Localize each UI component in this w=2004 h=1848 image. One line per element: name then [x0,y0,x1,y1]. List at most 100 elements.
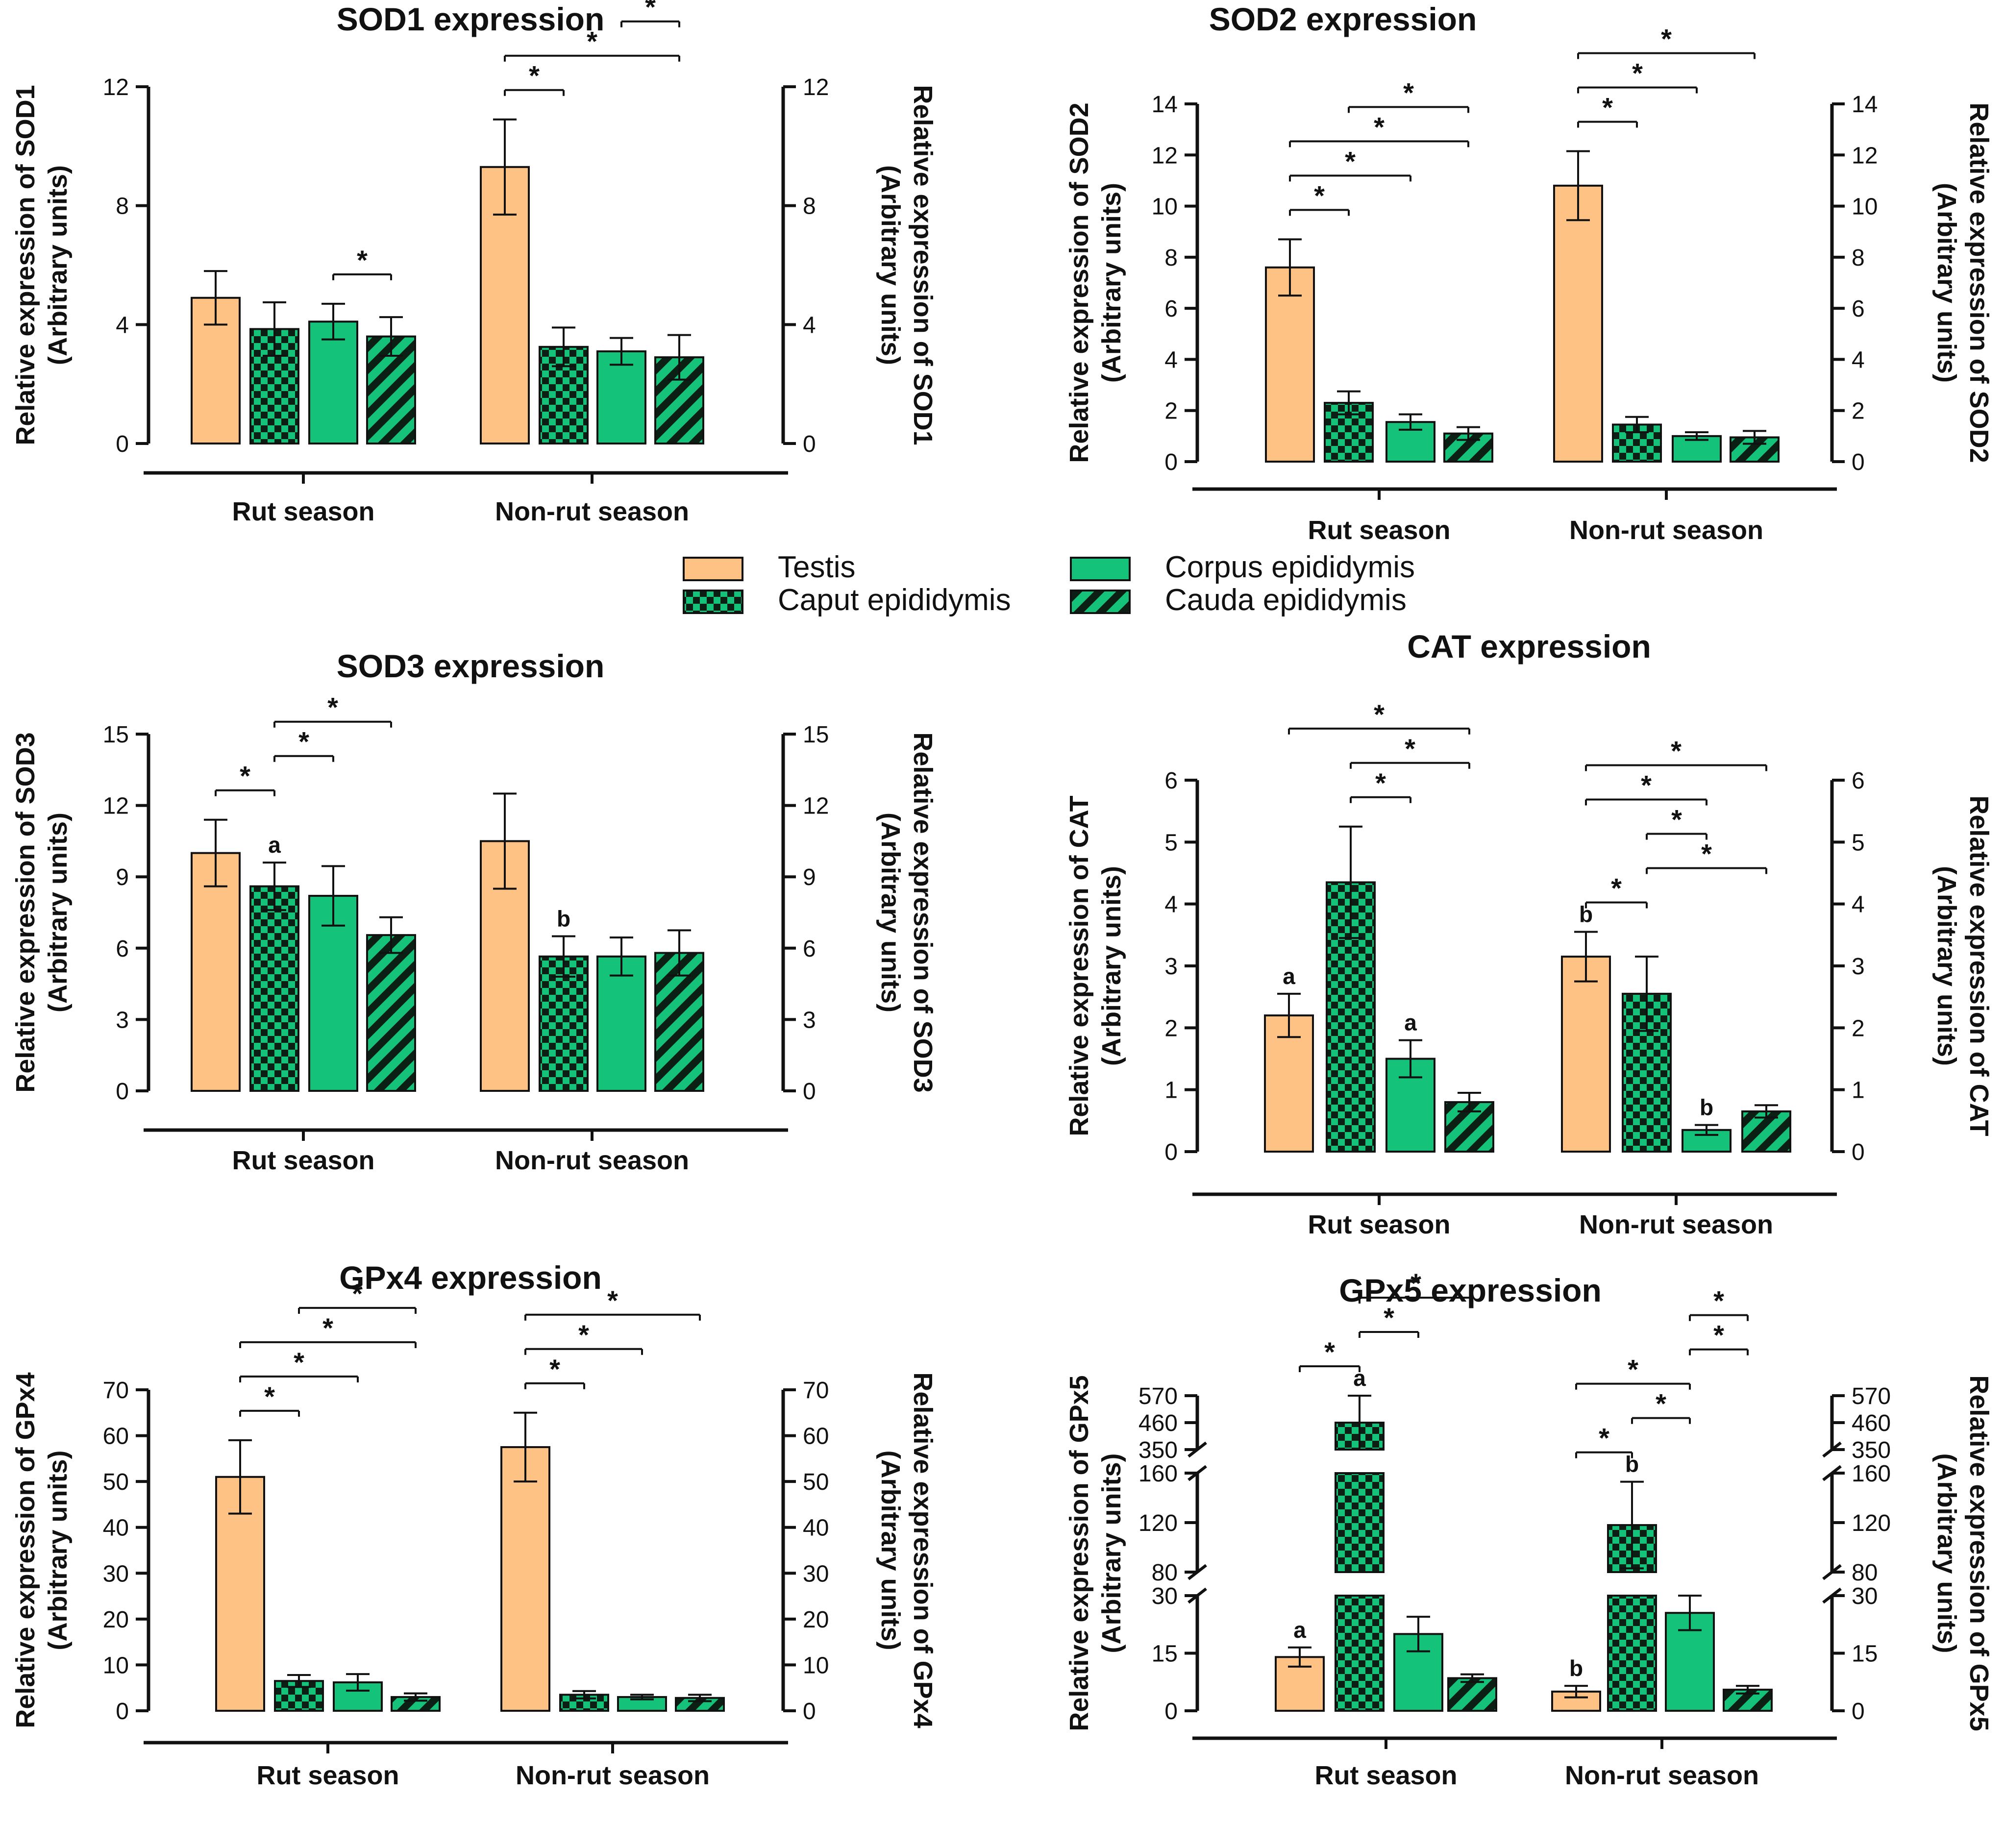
y-axis-label-left: Relative expression of SOD2 (Arbitrary un… [1064,102,1126,463]
bar [675,1697,725,1712]
y-axis-label-line: Relative expression of CAT [1064,795,1094,1136]
right-tick-label: 60 [803,1424,829,1450]
y-axis-label-left: Relative expression of SOD3 (Arbitrary un… [11,732,73,1092]
y-axis-label-line: (Arbitrary units) [43,813,73,1012]
significance-star: * [1314,180,1325,211]
right-tick-label: 1 [1852,1078,1865,1104]
left-tick-label: 50 [103,1469,129,1495]
legend-swatch-caput [683,590,743,614]
significance-star: * [298,726,309,757]
left-tick-label: 14 [1152,92,1178,118]
legend-label-caput: Caput epididymis [778,583,1011,617]
left-tick-label: 3 [1164,954,1178,980]
category-label: Rut season [1308,516,1450,545]
significance-letter: a [268,832,281,858]
right-tick-label: 30 [803,1561,829,1587]
legend-swatch-testis [683,557,743,581]
significance-star: * [549,1354,560,1384]
y-axis-label-line: Relative expression of GPx5 [1964,1375,1994,1731]
legend-swatch-cauda [1070,590,1131,614]
right-tick-label: 3 [803,1007,816,1033]
right-tick-label: 350 [1852,1437,1891,1463]
significance-star: * [1403,77,1414,108]
right-tick-label: 3 [1852,954,1865,980]
category-label: Rut season [232,497,374,526]
bar [366,934,416,1092]
significance-letter: a [1283,963,1295,989]
significance-star: * [1661,23,1672,54]
significance-star: * [529,60,540,91]
significance-star: * [645,0,656,23]
left-tick-label: 460 [1138,1410,1178,1436]
bar [191,852,241,1092]
significance-star: * [352,1278,363,1309]
left-tick-label: 6 [116,936,129,962]
significance-letter: a [1404,1010,1417,1035]
significance-star: * [1324,1336,1335,1367]
y-axis-label-line: Relative expression of SOD1 [11,85,40,445]
significance-star: * [1374,111,1385,142]
significance-star: * [264,1381,275,1412]
y-axis-label-line: (Arbitrary units) [1097,183,1126,383]
left-tick-label: 0 [116,431,129,457]
right-tick-label: 10 [803,1652,829,1678]
bar [1447,1677,1497,1712]
significance-star: * [1345,146,1356,176]
y-axis-label-right: Relative expression of SOD3(Arbitrary un… [876,732,938,1092]
bar [1265,266,1315,463]
significance-letter: b [557,906,570,932]
chart-gpx4: GPx4 expression 0 10 20 30 40 50 60 70 0 10 20 30 40 5… [11,1259,938,1790]
chart-sod2: SOD2 expression 0 2 4 6 8 10 12 14 0 2 4 6 8 10 12 14 Rut… [1064,1,1994,545]
left-tick-label: 6 [1164,296,1178,322]
category-label: Rut season [232,1146,374,1175]
left-tick-label: 10 [1152,194,1178,220]
right-tick-label: 8 [803,194,816,220]
right-tick-label: 570 [1852,1383,1891,1409]
left-tick-label: 12 [1152,143,1178,169]
right-tick-label: 4 [1852,892,1865,918]
y-axis-label-line: (Arbitrary units) [1932,183,1961,383]
significance-star: * [1671,804,1682,835]
right-tick-label: 0 [803,1699,816,1725]
right-tick-label: 50 [803,1469,829,1495]
right-tick-label: 2 [1852,1015,1865,1041]
category-label: Non-rut season [1569,516,1763,545]
right-tick-label: 12 [1852,143,1878,169]
significance-star: * [1611,873,1622,904]
right-tick-label: 160 [1852,1461,1891,1487]
right-tick-label: 0 [1852,449,1865,475]
bar [1553,184,1603,463]
significance-star: * [322,1312,333,1343]
chart-gpx5: GPx5 expression0153080120160350460570015… [1064,1268,1994,1790]
legend-swatch-corpus [1070,557,1131,581]
significance-star: * [294,1347,304,1378]
significance-star: * [240,761,250,791]
right-tick-label: 12 [803,74,829,100]
significance-star: * [1701,838,1712,869]
y-axis-label-line: (Arbitrary units) [876,1450,905,1650]
left-tick-label: 0 [1164,449,1178,475]
significance-star: * [1713,1285,1724,1316]
left-tick-label: 12 [103,793,129,819]
right-tick-label: 30 [1852,1583,1878,1609]
left-tick-label: 1 [1164,1078,1178,1104]
right-tick-label: 2 [1852,398,1865,424]
left-tick-label: 2 [1164,398,1178,424]
right-tick-label: 40 [803,1515,829,1541]
right-tick-label: 4 [1852,347,1865,373]
significance-star: * [1374,699,1385,730]
left-tick-label: 0 [1164,1699,1178,1725]
significance-star: * [607,1285,618,1316]
chart-title: GPx5 expression [1339,1272,1602,1308]
y-axis-label-right: Relative expression of SOD1(Arbitrary un… [876,85,938,445]
legend-label-corpus: Corpus epididymis [1165,550,1415,584]
right-tick-label: 4 [803,312,816,338]
y-axis-label-line: Relative expression of SOD2 [1964,102,1994,463]
significance-letter: b [1569,1655,1583,1681]
y-axis-label-line: (Arbitrary units) [43,165,73,365]
left-tick-label: 40 [103,1515,129,1541]
y-axis-label-right: Relative expression of CAT(Arbitrary uni… [1932,795,1994,1136]
right-tick-label: 0 [1852,1699,1865,1725]
y-axis-label-line: (Arbitrary units) [876,165,905,365]
right-tick-label: 0 [803,1079,816,1105]
